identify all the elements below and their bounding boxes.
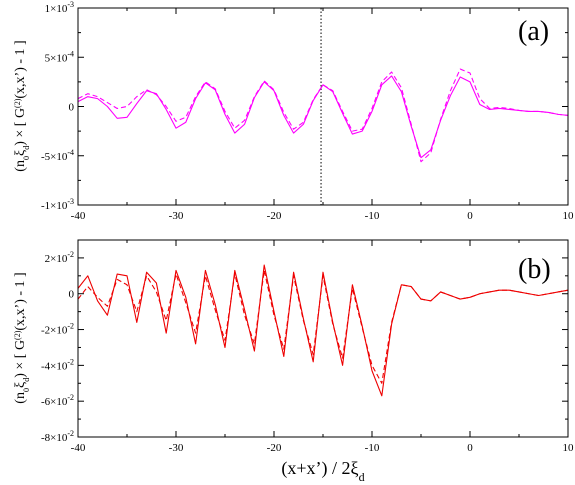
panel-a: -40 -30 -20 -10 0 10 -1×10-3 -5×10-4 0 5×10-4 1×10… xyxy=(13,0,575,222)
plot-frame-b xyxy=(77,239,569,438)
series-dashed-a xyxy=(77,68,569,163)
y-tick-label-b: -6×10-2 xyxy=(41,393,74,408)
series-layer-b xyxy=(77,264,569,397)
x-tick-label-b: -40 xyxy=(71,442,86,454)
y-tick-label-b: 0 xyxy=(69,289,75,301)
y-tick-label-a: 1×10-3 xyxy=(45,0,74,15)
y-tick-label-a: 0 xyxy=(69,102,75,114)
series-solid-a xyxy=(77,75,569,159)
x-tick-label-a: -10 xyxy=(365,210,380,222)
series-solid-b xyxy=(77,264,569,397)
panel-label-b: (b) xyxy=(518,254,551,285)
y-tick-label-a: 5×10-4 xyxy=(45,49,74,64)
panel-b: -40 -30 -20 -10 0 10 -8×10-2 -6×10-2 -4×10-2 -2×1… xyxy=(13,239,574,484)
x-tick-label-a: 0 xyxy=(467,210,473,222)
y-axis-label-a: (n0ξd) × [ G(2)(x,x’) - 1 ] xyxy=(13,40,31,171)
y-tick-label-b: -4×10-2 xyxy=(41,357,74,372)
y-tick-label-a: -1×10-3 xyxy=(41,197,74,212)
y-axis-label-b: (n0ξd) × [ G(2)(x,x’) - 1 ] xyxy=(13,272,31,403)
x-tick-label-a: -30 xyxy=(169,210,184,222)
plot-frame-a xyxy=(77,7,569,206)
y-tick-label-b: -2×10-2 xyxy=(41,322,74,337)
x-tick-label-b: 0 xyxy=(467,442,473,454)
y-tick-label-b: 2×10-2 xyxy=(45,250,74,265)
y-tick-label-b: -8×10-2 xyxy=(41,429,74,444)
panel-label-a: (a) xyxy=(518,16,549,47)
ticks-a: -40 -30 -20 -10 0 10 -1×10-3 -5×10-4 0 5×10-4 1×10… xyxy=(41,0,574,222)
x-tick-label-b: -20 xyxy=(267,442,282,454)
series-layer-a xyxy=(77,8,569,205)
y-tick-label-a: -5×10-4 xyxy=(41,148,74,163)
x-tick-label-a: -20 xyxy=(267,210,282,222)
x-tick-label-a: -40 xyxy=(71,210,86,222)
x-tick-label-a: 10 xyxy=(563,210,575,222)
x-tick-label-b: 10 xyxy=(563,442,575,454)
x-tick-label-b: -30 xyxy=(169,442,184,454)
x-axis-label: (x+x’) / 2ξd xyxy=(281,458,364,484)
ticks-b: -40 -30 -20 -10 0 10 -8×10-2 -6×10-2 -4×10-2 -2×1… xyxy=(41,240,574,454)
series-dashed-b xyxy=(77,269,569,384)
x-tick-label-b: -10 xyxy=(365,442,380,454)
